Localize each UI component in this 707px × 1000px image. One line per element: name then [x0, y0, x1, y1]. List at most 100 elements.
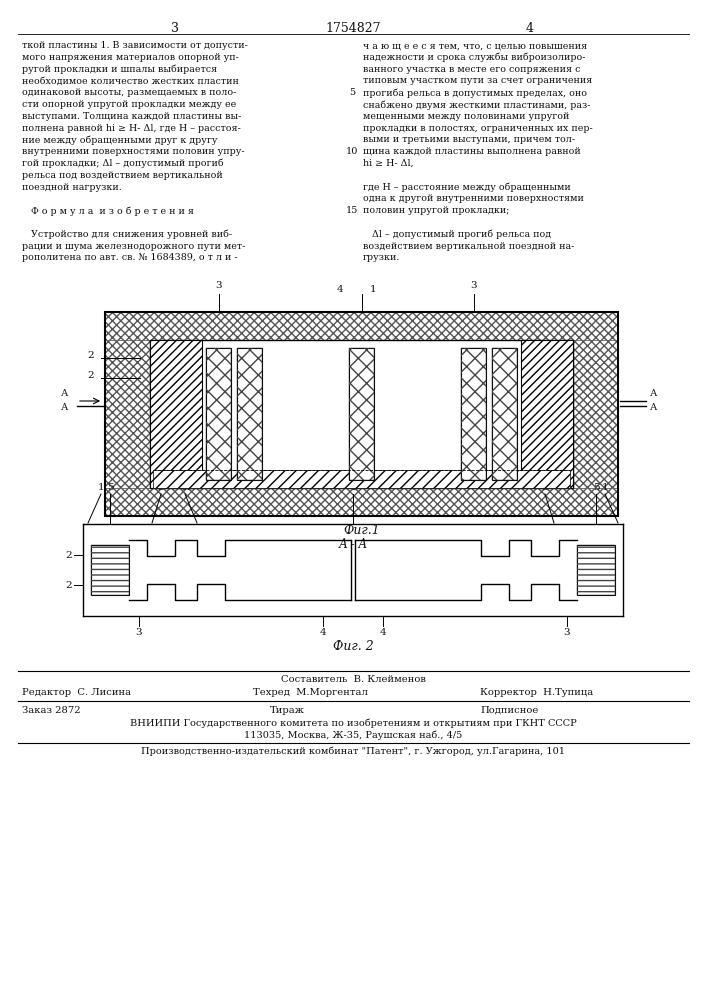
Text: мещенными между половинами упругой: мещенными между половинами упругой — [363, 112, 569, 121]
Text: 1: 1 — [370, 286, 376, 294]
Bar — [461, 348, 486, 480]
Text: А: А — [650, 389, 658, 398]
Text: одинаковой высоты, размещаемых в поло-: одинаковой высоты, размещаемых в поло- — [22, 88, 236, 97]
Text: 3: 3 — [171, 22, 179, 35]
Text: Фиг.1: Фиг.1 — [343, 524, 380, 537]
Text: 3: 3 — [542, 483, 549, 492]
Text: щина каждой пластины выполнена равной: щина каждой пластины выполнена равной — [363, 147, 580, 156]
Text: 4: 4 — [337, 286, 344, 294]
Text: 3: 3 — [136, 628, 142, 637]
Bar — [105, 312, 618, 340]
Text: Корректор  Н.Тупица: Корректор Н.Тупица — [480, 688, 593, 697]
Text: Фиг. 2: Фиг. 2 — [332, 640, 373, 653]
Text: 15: 15 — [346, 206, 358, 215]
Text: Редактор  С. Лисина: Редактор С. Лисина — [22, 688, 131, 697]
Text: Производственно-издательский комбинат "Патент", г. Ужгород, ул.Гагарина, 101: Производственно-издательский комбинат "П… — [141, 747, 565, 756]
Text: полнена равной hi ≥ H- Δl, где H – расстоя-: полнена равной hi ≥ H- Δl, где H – расст… — [22, 124, 241, 133]
Bar — [577, 545, 615, 595]
Bar — [492, 348, 517, 480]
Text: Тираж: Тираж — [270, 706, 305, 715]
Text: прогиба рельса в допустимых пределах, оно: прогиба рельса в допустимых пределах, он… — [363, 88, 587, 98]
Text: Техред  М.Моргентал: Техред М.Моргентал — [253, 688, 368, 697]
Text: ругой прокладки и шпалы выбирается: ругой прокладки и шпалы выбирается — [22, 65, 217, 74]
Text: внутренними поверхностями половин упру-: внутренними поверхностями половин упру- — [22, 147, 245, 156]
Text: ВНИИПИ Государственного комитета по изобретениям и открытиям при ГКНТ СССР: ВНИИПИ Государственного комитета по изоб… — [129, 719, 576, 728]
Text: грузки.: грузки. — [363, 253, 400, 262]
Text: Подписное: Подписное — [480, 706, 538, 715]
Text: 2: 2 — [88, 370, 94, 379]
Text: 2: 2 — [66, 580, 72, 589]
Text: 3: 3 — [470, 282, 477, 290]
Text: одна к другой внутренними поверхностями: одна к другой внутренними поверхностями — [363, 194, 584, 203]
Text: 4: 4 — [320, 628, 327, 637]
Bar — [91, 545, 129, 595]
Text: 113035, Москва, Ж-35, Раушская наб., 4/5: 113035, Москва, Ж-35, Раушская наб., 4/5 — [244, 731, 462, 740]
Text: рельса под воздействием вертикальной: рельса под воздействием вертикальной — [22, 171, 223, 180]
Bar — [153, 470, 570, 488]
Text: Ф о р м у л а  и з о б р е т е н и я: Ф о р м у л а и з о б р е т е н и я — [22, 206, 194, 216]
Text: рации и шума железнодорожного пути мет-: рации и шума железнодорожного пути мет- — [22, 242, 245, 251]
Text: где H – расстояние между обращенными: где H – расстояние между обращенными — [363, 183, 571, 192]
Text: мого напряжения материалов опорной уп-: мого напряжения материалов опорной уп- — [22, 53, 239, 62]
Text: гой прокладки; Δl – допустимый прогиб: гой прокладки; Δl – допустимый прогиб — [22, 159, 223, 168]
Bar — [492, 348, 517, 480]
Text: 3: 3 — [563, 628, 571, 637]
Text: 1: 1 — [98, 483, 105, 492]
Text: необходимое количество жестких пластин: необходимое количество жестких пластин — [22, 76, 239, 85]
Text: рополитена по авт. св. № 1684389, о т л и -: рополитена по авт. св. № 1684389, о т л … — [22, 253, 238, 262]
Text: сти опорной упругой прокладки между ее: сти опорной упругой прокладки между ее — [22, 100, 236, 109]
Bar — [105, 488, 618, 516]
Text: ч а ю щ е е с я тем, что, с целью повышения: ч а ю щ е е с я тем, что, с целью повыше… — [363, 41, 588, 50]
Text: 5: 5 — [107, 483, 113, 492]
Text: 4: 4 — [380, 628, 386, 637]
Text: hi ≥ H- Δl,: hi ≥ H- Δl, — [363, 159, 414, 168]
Text: 2: 2 — [88, 351, 94, 360]
Text: ткой пластины 1. В зависимости от допусти-: ткой пластины 1. В зависимости от допуст… — [22, 41, 248, 50]
Bar — [349, 348, 374, 480]
Text: 4: 4 — [526, 22, 534, 35]
Text: 3: 3 — [158, 483, 164, 492]
Bar — [461, 348, 486, 480]
Text: 6.: 6. — [180, 483, 190, 492]
Text: А: А — [62, 403, 69, 412]
Bar — [521, 340, 573, 488]
Text: Заказ 2872: Заказ 2872 — [22, 706, 81, 715]
Bar — [237, 348, 262, 480]
Text: 10: 10 — [346, 147, 358, 156]
Text: ние между обращенными друг к другу: ние между обращенными друг к другу — [22, 135, 218, 145]
Text: Δl – допустимый прогиб рельса под: Δl – допустимый прогиб рельса под — [363, 230, 551, 239]
Text: снабжено двумя жесткими пластинами, раз-: снабжено двумя жесткими пластинами, раз- — [363, 100, 590, 109]
Text: 5: 5 — [592, 483, 600, 492]
Bar — [105, 312, 618, 516]
Bar — [150, 340, 573, 488]
Text: Устройство для снижения уровней виб-: Устройство для снижения уровней виб- — [22, 230, 232, 239]
Bar — [206, 348, 231, 480]
Text: 3: 3 — [215, 282, 222, 290]
Bar — [206, 348, 231, 480]
Bar — [349, 348, 374, 480]
Text: ванного участка в месте его сопряжения с: ванного участка в месте его сопряжения с — [363, 65, 580, 74]
Text: А: А — [650, 403, 658, 412]
Bar — [150, 340, 202, 488]
Text: А: А — [62, 389, 69, 398]
Bar — [105, 340, 150, 488]
Bar — [237, 348, 262, 480]
Text: типовым участком пути за счет ограничения: типовым участком пути за счет ограничени… — [363, 76, 592, 85]
Text: прокладки в полостях, ограниченных их пер-: прокладки в полостях, ограниченных их пе… — [363, 124, 592, 133]
Bar — [577, 545, 615, 595]
Text: воздействием вертикальной поездной на-: воздействием вертикальной поездной на- — [363, 242, 574, 251]
Text: выступами. Толщина каждой пластины вы-: выступами. Толщина каждой пластины вы- — [22, 112, 241, 121]
Text: выми и третьими выступами, причем тол-: выми и третьими выступами, причем тол- — [363, 135, 575, 144]
Text: надежности и срока службы виброизолиро-: надежности и срока службы виброизолиро- — [363, 53, 585, 62]
Text: 5: 5 — [349, 88, 355, 97]
Text: поездной нагрузки.: поездной нагрузки. — [22, 183, 122, 192]
Bar — [573, 340, 618, 488]
Bar — [91, 545, 129, 595]
Text: 1754827: 1754827 — [325, 22, 381, 35]
Text: 4: 4 — [350, 483, 356, 492]
Text: половин упругой прокладки;: половин упругой прокладки; — [363, 206, 509, 215]
Text: А - А: А - А — [339, 538, 368, 551]
Text: 1: 1 — [602, 483, 608, 492]
Text: 2: 2 — [66, 550, 72, 560]
Text: Составитель  В. Клейменов: Составитель В. Клейменов — [281, 675, 426, 684]
